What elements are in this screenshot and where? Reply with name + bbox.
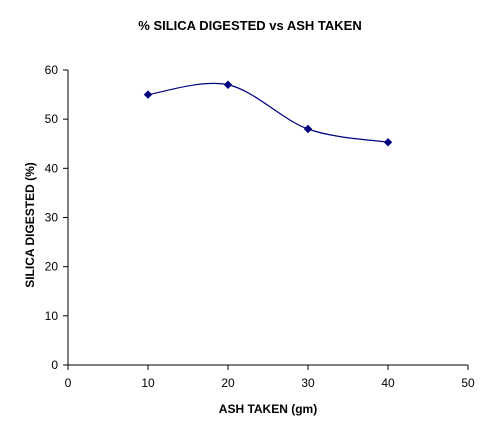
x-tick-label: 50 [461, 376, 475, 390]
y-tick-label: 60 [45, 63, 59, 77]
y-tick-label: 50 [45, 112, 59, 126]
chart-title: % SILICA DIGESTED vs ASH TAKEN [138, 18, 362, 33]
y-tick-label: 40 [45, 161, 59, 175]
x-tick-label: 0 [65, 376, 72, 390]
y-tick-label: 30 [45, 211, 59, 225]
series-line [147, 82, 389, 143]
x-tick-label: 20 [221, 376, 235, 390]
y-tick-label: 10 [45, 309, 59, 323]
y-tick-label: 20 [45, 260, 59, 274]
data-point-marker [383, 138, 393, 147]
data-point-marker [303, 124, 313, 134]
y-tick-label: 0 [51, 358, 58, 372]
data-point-marker [223, 80, 233, 89]
x-axis-label: ASH TAKEN (gm) [218, 402, 318, 416]
x-tick-label: 40 [381, 376, 395, 390]
x-tick-label: 10 [141, 376, 155, 390]
x-tick-label: 30 [301, 376, 315, 390]
data-point-marker [143, 90, 153, 99]
